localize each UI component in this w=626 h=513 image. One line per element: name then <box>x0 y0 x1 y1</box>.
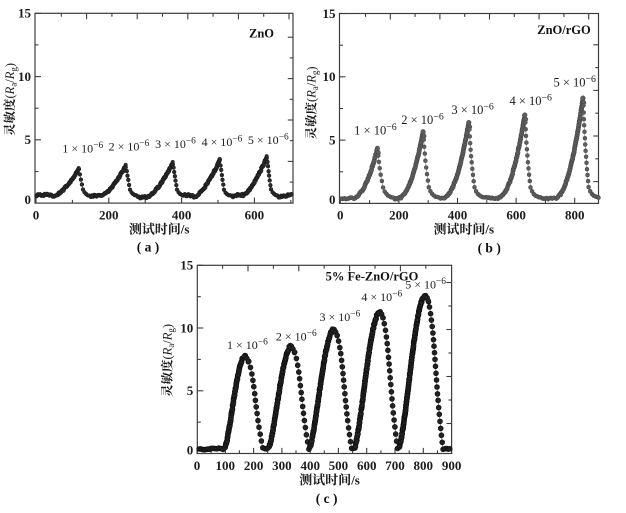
svg-text:( a ): ( a ) <box>137 239 160 254</box>
svg-text:5: 5 <box>329 132 336 147</box>
svg-text:1 × 10−6: 1 × 10−6 <box>354 122 397 138</box>
svg-text:400: 400 <box>300 458 320 473</box>
svg-text:5 × 10−6: 5 × 10−6 <box>553 74 596 90</box>
svg-text:ZnO: ZnO <box>249 26 274 40</box>
svg-text:10: 10 <box>323 69 336 84</box>
svg-text:15: 15 <box>18 6 32 21</box>
svg-text:/s: /s <box>484 222 494 237</box>
svg-text:900: 900 <box>442 458 462 473</box>
svg-text:600: 600 <box>506 208 526 223</box>
svg-text:10: 10 <box>180 320 193 335</box>
svg-text:5: 5 <box>187 383 194 398</box>
svg-text:200: 200 <box>389 208 409 223</box>
svg-text:800: 800 <box>414 458 434 473</box>
svg-text:0: 0 <box>329 192 336 207</box>
svg-text:100: 100 <box>216 458 236 473</box>
svg-text:15: 15 <box>180 258 194 273</box>
svg-text:15: 15 <box>323 6 337 21</box>
svg-text:3 × 10−6: 3 × 10−6 <box>451 101 494 117</box>
svg-text:0: 0 <box>25 192 32 207</box>
svg-text:/s: /s <box>350 472 360 487</box>
svg-text:0: 0 <box>187 442 194 457</box>
svg-text:0: 0 <box>194 458 201 473</box>
svg-text:800: 800 <box>565 208 585 223</box>
svg-text:(Ra/Rg): (Ra/Rg) <box>3 63 19 99</box>
svg-text:600: 600 <box>357 458 377 473</box>
svg-text:( c ): ( c ) <box>316 491 338 506</box>
svg-text:700: 700 <box>385 458 405 473</box>
svg-text:4 × 10−6: 4 × 10−6 <box>509 93 552 109</box>
svg-text:(Ra/Rg): (Ra/Rg) <box>161 324 177 360</box>
svg-text:600: 600 <box>245 208 265 223</box>
svg-text:200: 200 <box>244 458 264 473</box>
svg-text:/s: /s <box>180 222 190 237</box>
svg-text:500: 500 <box>329 458 349 473</box>
svg-text:0: 0 <box>337 208 344 223</box>
svg-text:( b ): ( b ) <box>478 240 501 255</box>
svg-text:ZnO/rGO: ZnO/rGO <box>537 23 591 37</box>
svg-text:5% Fe-ZnO/rGO: 5% Fe-ZnO/rGO <box>326 269 419 283</box>
svg-text:0: 0 <box>33 208 40 223</box>
svg-text:5: 5 <box>25 132 32 147</box>
svg-text:400: 400 <box>172 208 192 223</box>
svg-text:(Ra/Rg): (Ra/Rg) <box>305 66 321 102</box>
svg-text:200: 200 <box>99 208 119 223</box>
svg-text:400: 400 <box>448 208 468 223</box>
svg-text:10: 10 <box>18 69 31 84</box>
svg-text:300: 300 <box>272 458 292 473</box>
svg-text:2 × 10−6: 2 × 10−6 <box>401 112 444 128</box>
